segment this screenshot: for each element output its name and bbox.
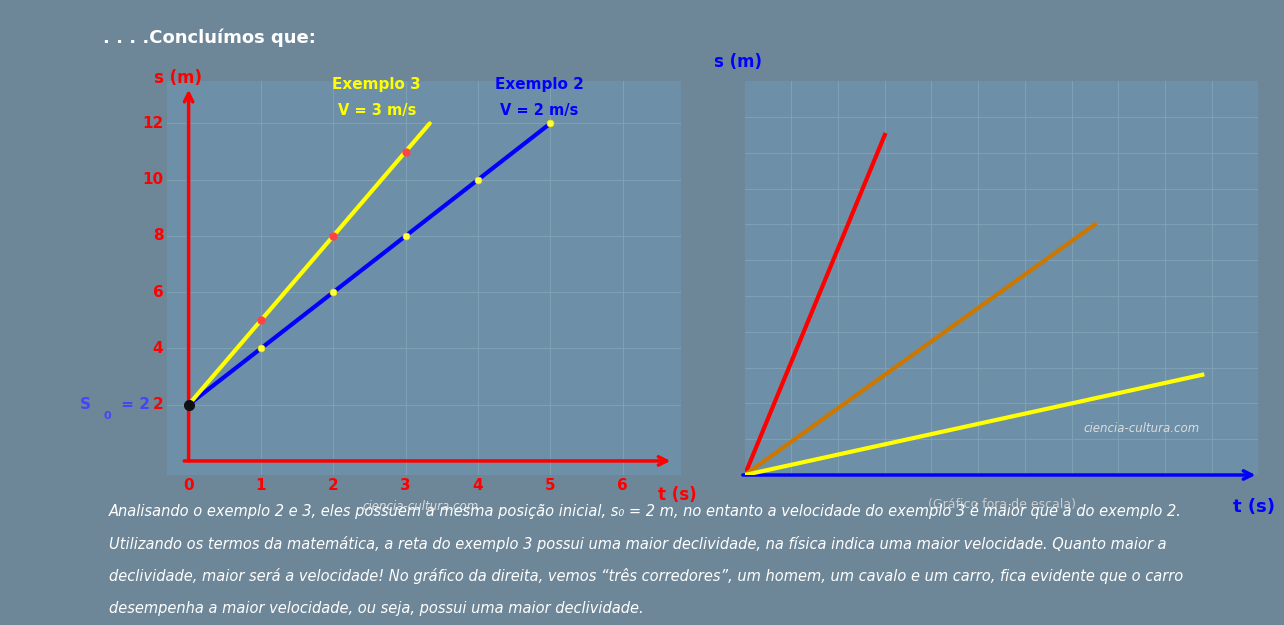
Text: t (s): t (s) [1233, 498, 1275, 516]
Text: V = 3 m/s: V = 3 m/s [338, 102, 416, 118]
Text: 2: 2 [153, 398, 163, 412]
Text: 5: 5 [544, 478, 556, 492]
Text: Exemplo 2: Exemplo 2 [496, 78, 584, 92]
Text: ciencia-cultura.com: ciencia-cultura.com [362, 500, 478, 513]
Text: t (s): t (s) [657, 486, 696, 504]
Text: 6: 6 [153, 285, 163, 299]
Text: 4: 4 [153, 341, 163, 356]
Text: = 2: = 2 [117, 398, 150, 412]
Text: V = 2 m/s: V = 2 m/s [501, 102, 579, 118]
Text: Utilizando os termos da matemática, a reta do exemplo 3 possui uma maior declivi: Utilizando os termos da matemática, a re… [109, 536, 1167, 552]
Text: (Gráfico fora de escala): (Gráfico fora de escala) [927, 498, 1076, 511]
Text: s (m): s (m) [714, 52, 761, 71]
Text: S: S [80, 398, 91, 412]
Text: desempenha a maior velocidade, ou seja, possui uma maior declividade.: desempenha a maior velocidade, ou seja, … [109, 601, 643, 616]
Text: 12: 12 [143, 116, 163, 131]
Text: 6: 6 [618, 478, 628, 492]
Text: ciencia-cultura.com: ciencia-cultura.com [1084, 422, 1199, 435]
Text: 4: 4 [473, 478, 483, 492]
Text: declividade, maior será a velocidade! No gráfico da direita, vemos “três corredo: declividade, maior será a velocidade! No… [109, 568, 1184, 584]
Text: 2: 2 [327, 478, 339, 492]
Text: 0: 0 [184, 478, 194, 492]
Text: 8: 8 [153, 228, 163, 243]
Text: 3: 3 [401, 478, 411, 492]
Text: Analisando o exemplo 2 e 3, eles possuem a mesma posição inicial, s₀ = 2 m, no e: Analisando o exemplo 2 e 3, eles possuem… [109, 503, 1183, 519]
Text: 0: 0 [103, 411, 110, 421]
Text: s (m): s (m) [154, 69, 202, 87]
Text: 10: 10 [143, 172, 163, 187]
Text: 1: 1 [256, 478, 266, 492]
Text: Exemplo 3: Exemplo 3 [333, 78, 421, 92]
Text: . . . .Concluímos que:: . . . .Concluímos que: [103, 28, 316, 47]
